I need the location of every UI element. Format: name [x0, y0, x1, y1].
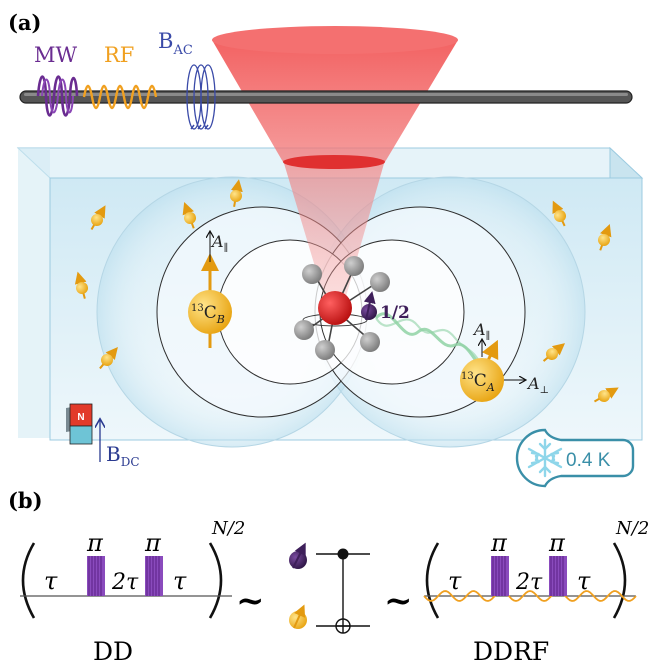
equivalence-tilde-1: ~ — [236, 581, 265, 621]
bath-spin — [230, 179, 243, 208]
bac-label: BAC — [158, 29, 193, 58]
a-parallel-a-label: A∥ — [472, 320, 490, 342]
lattice-atom — [294, 320, 314, 340]
bath-spin — [552, 200, 566, 227]
laser-beam — [212, 26, 458, 300]
ddrf-rf-drive — [423, 590, 637, 602]
bdc-label: BDC — [106, 442, 140, 469]
ddrf-left-paren — [425, 542, 440, 619]
lattice-atom — [302, 264, 322, 284]
bath-spin — [542, 343, 566, 362]
a-parallel-b-label: A∥ — [210, 232, 228, 254]
rf-waveform — [82, 84, 158, 110]
panel-b-label: (b) — [8, 488, 43, 513]
carbon-a-label: 13CA — [461, 371, 495, 394]
bath-spin — [593, 387, 619, 403]
ddrf-exponent: N/2 — [615, 518, 649, 539]
ddrf-tau-right: τ — [577, 567, 591, 595]
ddrf-pi-label-1: π — [490, 529, 508, 557]
snowflake-icon — [527, 438, 563, 478]
controlled-gate — [289, 542, 370, 634]
dd-tau-left: τ — [44, 567, 58, 595]
ddrf-label: DDRF — [473, 637, 549, 666]
ddrf-pi-pulse-2 — [549, 556, 567, 596]
panel-a-label: (a) — [8, 10, 41, 35]
mw-label: MW — [34, 43, 78, 67]
waveguide-wire — [19, 90, 633, 104]
bac-field-loops — [186, 64, 216, 130]
magnet-n-label: N — [77, 412, 84, 423]
dd-label: DD — [93, 637, 133, 666]
mw-coil — [36, 75, 79, 117]
equivalence-tilde-2: ~ — [384, 581, 413, 621]
dd-right-paren — [208, 542, 223, 619]
magnet-icon: N — [66, 403, 93, 445]
carbon-b-label: 13CB — [191, 303, 225, 326]
lattice-atom — [344, 256, 364, 276]
lattice-atom — [370, 272, 390, 292]
ddrf-pi-label-2: π — [548, 529, 566, 557]
ddrf-tau-left: τ — [448, 567, 462, 595]
dd-two-tau: 2τ — [111, 570, 139, 595]
dd-pi-pulse-2 — [145, 556, 163, 596]
bath-spin — [90, 205, 106, 231]
carbon-13-a — [460, 340, 525, 402]
nv-center-atom — [318, 291, 352, 325]
spin-half-label: 1/2 — [380, 303, 410, 323]
a-perp-label: A⊥ — [526, 374, 549, 396]
carbon-13-b — [188, 232, 232, 348]
cryostat-badge: 0.4 K — [515, 428, 635, 488]
ddrf-two-tau: 2τ — [515, 570, 543, 595]
bath-spins — [74, 179, 619, 403]
dd-tau-right: τ — [173, 567, 187, 595]
bath-spin — [74, 271, 88, 299]
dd-pi-label-1: π — [86, 529, 104, 557]
dd-pi-label-2: π — [144, 529, 162, 557]
lattice-atom — [360, 332, 380, 352]
lattice-atom — [315, 340, 335, 360]
bath-spin — [598, 224, 612, 251]
electron-spin — [361, 304, 377, 320]
ddrf-pi-pulse-1 — [491, 556, 509, 596]
temperature-label: 0.4 K — [566, 450, 611, 471]
bath-spin — [99, 346, 118, 370]
dd-left-paren — [21, 542, 36, 619]
bath-spin — [182, 202, 196, 229]
dd-sequence — [20, 542, 232, 619]
dd-exponent: N/2 — [211, 518, 245, 539]
rf-label: RF — [104, 43, 134, 67]
ddrf-sequence — [423, 542, 637, 619]
dd-pi-pulse-1 — [87, 556, 105, 596]
ddrf-right-paren — [612, 542, 627, 619]
nv-center-lattice — [294, 256, 390, 360]
